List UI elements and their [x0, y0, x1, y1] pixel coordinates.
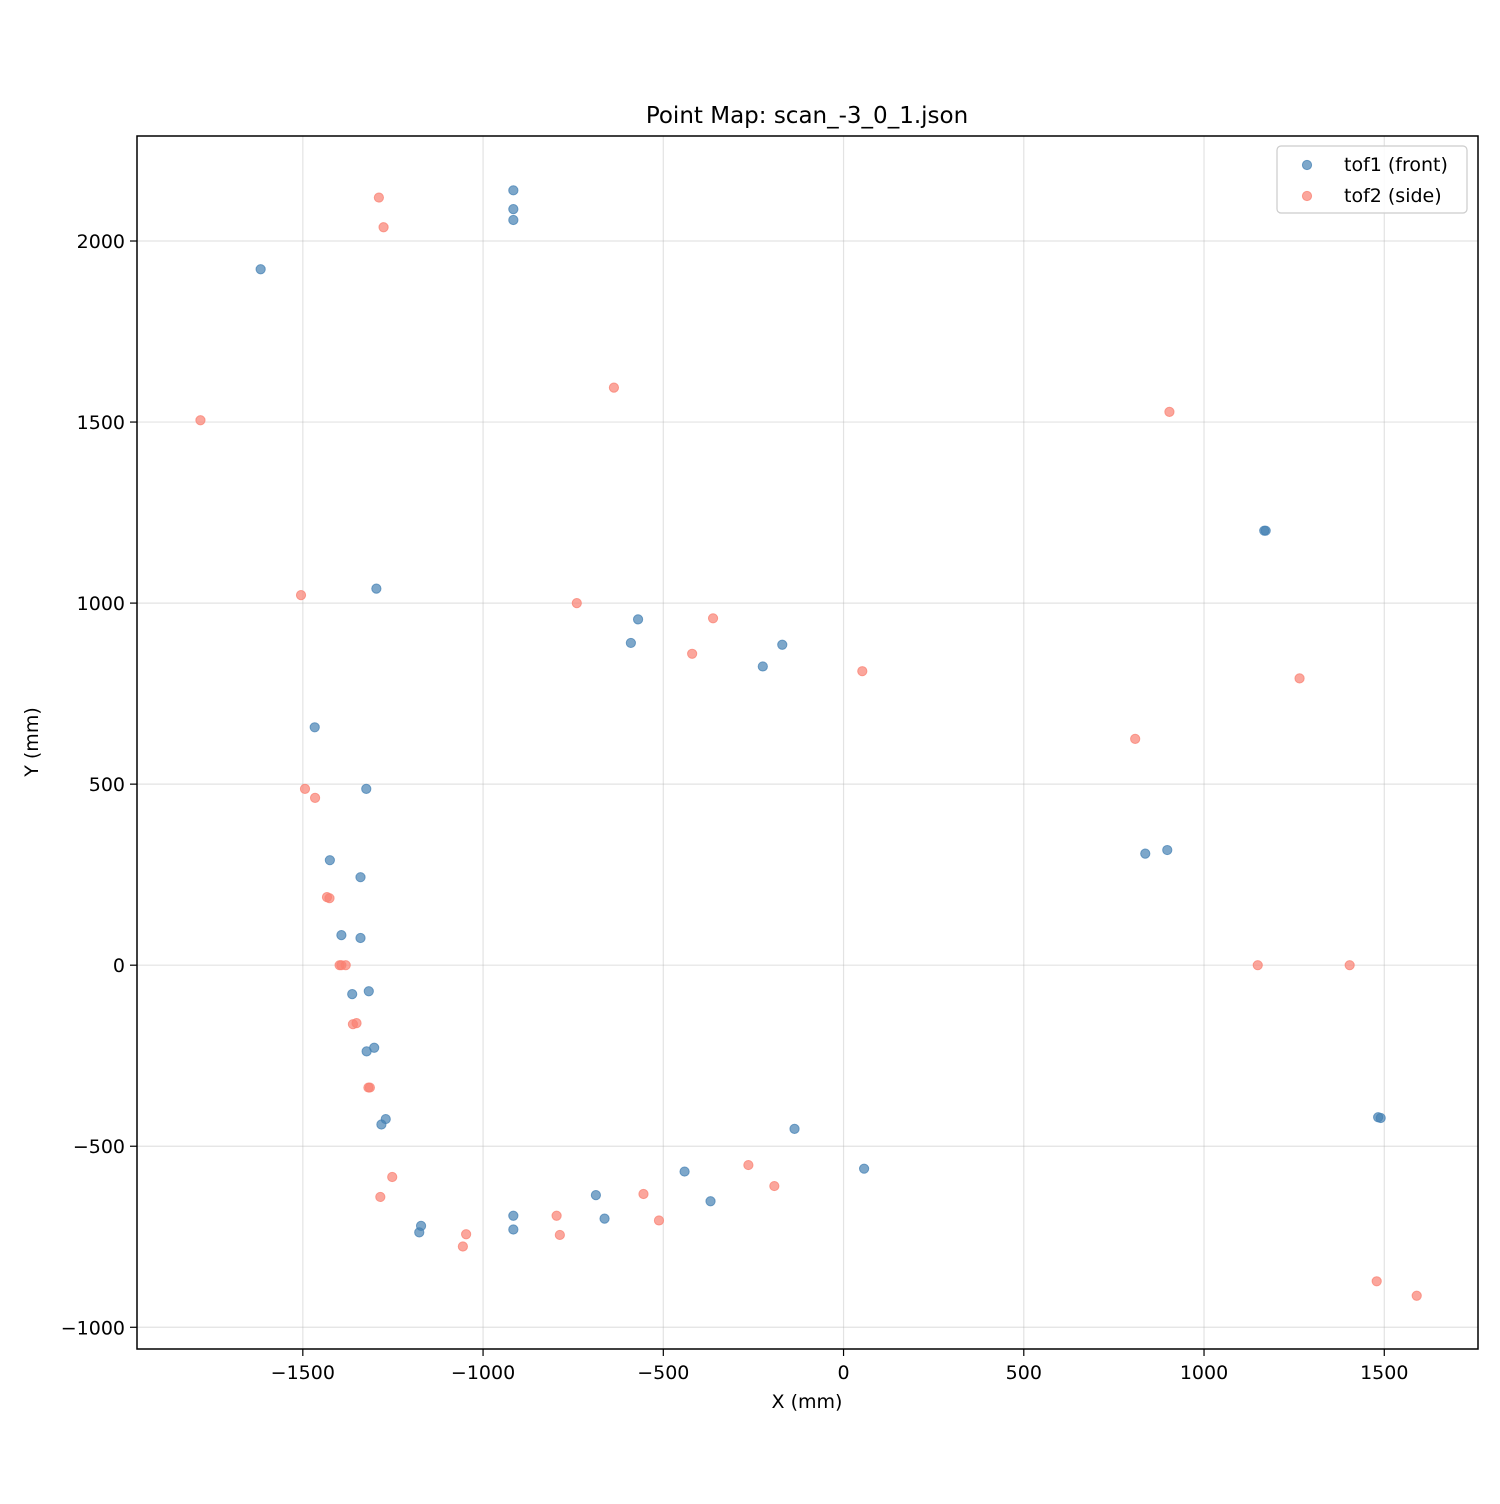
- data-point: [295, 590, 307, 601]
- data-point: [1294, 673, 1305, 684]
- data-point: [857, 666, 868, 677]
- data-point: [1140, 848, 1151, 859]
- y-tick-label: 0: [113, 955, 125, 977]
- data-point: [554, 1229, 565, 1241]
- data-point: [361, 783, 372, 794]
- y-tick-label: 500: [89, 774, 125, 796]
- data-point: [769, 1180, 780, 1192]
- y-tick-label: 2000: [77, 231, 125, 253]
- data-point: [355, 872, 366, 883]
- y-tick-label: −500: [73, 1136, 125, 1158]
- data-point: [324, 893, 335, 904]
- data-point: [461, 1229, 472, 1240]
- data-point: [508, 1224, 519, 1235]
- data-point: [1344, 960, 1355, 971]
- series-0: [255, 185, 1386, 1238]
- data-point: [378, 222, 389, 233]
- data-point: [1130, 733, 1141, 744]
- data-point: [551, 1210, 562, 1221]
- data-point: [347, 989, 358, 1000]
- y-axis-label: Y (mm): [21, 707, 43, 778]
- legend: tof1 (front) tof2 (side): [1276, 145, 1468, 214]
- data-point: [757, 661, 768, 672]
- data-point: [625, 637, 636, 649]
- data-point: [1162, 844, 1173, 856]
- x-tick-label: −500: [637, 1362, 689, 1384]
- data-point: [309, 722, 320, 733]
- x-tick-label: 0: [838, 1362, 850, 1384]
- data-point: [371, 583, 382, 594]
- data-point: [336, 930, 347, 941]
- data-point: [743, 1159, 754, 1171]
- data-point: [508, 204, 519, 215]
- data-point: [255, 264, 266, 275]
- data-point: [608, 382, 620, 393]
- y-tick-label: 1500: [77, 412, 125, 434]
- data-point: [375, 1191, 386, 1203]
- data-point: [638, 1188, 649, 1200]
- chart-title: Point Map: scan_-3_0_1.json: [646, 103, 968, 129]
- data-point: [705, 1196, 716, 1207]
- data-point: [309, 792, 321, 803]
- data-point: [789, 1123, 800, 1134]
- data-point: [571, 597, 582, 609]
- data-point: [1260, 525, 1271, 536]
- data-point: [777, 639, 788, 650]
- x-tick-label: −1000: [451, 1362, 515, 1384]
- data-point: [687, 648, 698, 659]
- plot-frame: [136, 135, 1479, 1350]
- data-point: [351, 1018, 362, 1029]
- grid: [137, 136, 1478, 1349]
- data-point: [508, 1210, 519, 1221]
- data-point: [414, 1227, 425, 1238]
- legend-marker-tof2: [1301, 190, 1313, 202]
- x-tick-label: 1000: [1180, 1362, 1228, 1384]
- data-point: [1164, 406, 1175, 418]
- data-point: [373, 192, 384, 203]
- data-point: [299, 783, 311, 794]
- data-point: [1375, 1112, 1386, 1124]
- data-point: [1252, 960, 1263, 971]
- data-point: [457, 1241, 468, 1252]
- data-point: [508, 214, 519, 226]
- data-point: [195, 415, 206, 426]
- data-point: [707, 613, 719, 624]
- data-point: [324, 855, 335, 866]
- data-point: [361, 1046, 372, 1057]
- series-1: [195, 192, 1422, 1301]
- data-point: [679, 1166, 690, 1177]
- data-point: [1371, 1276, 1382, 1287]
- data-point: [355, 932, 366, 944]
- legend-marker-tof1: [1301, 159, 1313, 171]
- data-point: [1411, 1290, 1422, 1301]
- data-point: [363, 986, 374, 997]
- data-point: [508, 185, 519, 196]
- data-point: [364, 1082, 375, 1093]
- y-tick-label: 1000: [77, 593, 125, 615]
- data-point: [653, 1215, 665, 1226]
- data-point: [340, 960, 351, 971]
- data-point: [376, 1119, 387, 1130]
- x-tick-label: −1500: [271, 1362, 335, 1384]
- points: [195, 185, 1422, 1301]
- y-tick-label: −1000: [61, 1317, 125, 1339]
- data-point: [632, 614, 644, 625]
- ticks: −1500 −1000 −500 0 500 1000 1500 −1000 −500 0 500 1…: [61, 231, 1409, 1384]
- legend-box: [1276, 145, 1468, 214]
- x-tick-label: 500: [1006, 1362, 1042, 1384]
- data-point: [858, 1163, 870, 1174]
- legend-label-tof1: tof1 (front): [1344, 154, 1448, 176]
- data-point: [590, 1190, 601, 1201]
- legend-label-tof2: tof2 (side): [1344, 185, 1442, 207]
- x-axis-label: X (mm): [772, 1391, 843, 1413]
- data-point: [387, 1171, 398, 1183]
- data-point: [599, 1213, 610, 1224]
- x-tick-label: 1500: [1360, 1362, 1408, 1384]
